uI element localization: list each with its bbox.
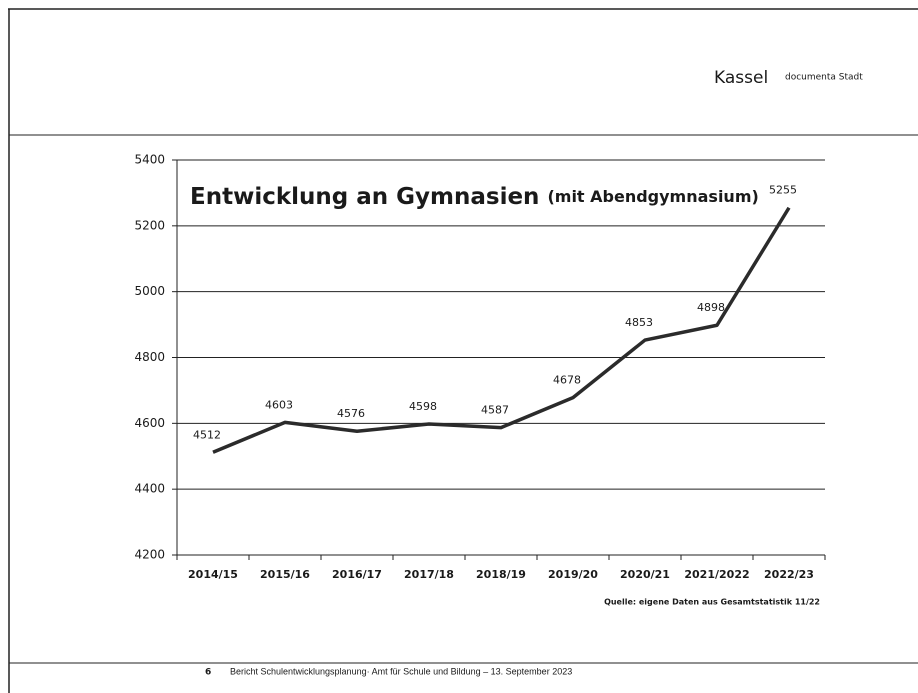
x-tick-label: 2019/20	[548, 568, 598, 581]
footer-text: Bericht Schulentwicklungsplanung· Amt fü…	[230, 666, 572, 676]
footer-page: 6	[205, 668, 211, 678]
chart-title-main: Entwicklung an Gymnasien	[190, 184, 539, 210]
chart-title: Entwicklung an Gymnasien (mit Abendgymna…	[190, 184, 759, 210]
y-tick-label: 4600	[134, 416, 165, 430]
data-label: 4512	[193, 428, 221, 441]
x-tick-label: 2018/19	[476, 568, 526, 581]
data-label: 4678	[553, 374, 581, 387]
chart-subtitle: (mit Abendgymnasium)	[547, 187, 758, 206]
x-tick-label: 2017/18	[404, 568, 454, 581]
data-label: 4853	[625, 316, 653, 329]
y-tick-label: 4400	[134, 482, 165, 496]
x-tick-label: 2021/2022	[684, 568, 749, 581]
header-tagline: documenta Stadt	[785, 73, 863, 83]
x-tick-label: 2016/17	[332, 568, 382, 581]
x-tick-label: 2015/16	[260, 568, 310, 581]
data-line	[212, 206, 791, 454]
x-tick-label: 2022/23	[764, 568, 814, 581]
data-label: 4598	[409, 400, 437, 413]
data-label: 5255	[769, 184, 797, 197]
data-label: 4898	[697, 301, 725, 314]
x-tick-label: 2014/15	[188, 568, 238, 581]
source-note: Quelle: eigene Daten aus Gesamtstatistik…	[604, 598, 820, 607]
data-label: 4576	[337, 407, 365, 420]
y-tick-label: 4800	[134, 350, 165, 364]
y-tick-label: 5400	[134, 153, 165, 167]
data-label: 4587	[481, 404, 509, 417]
y-tick-label: 5200	[134, 218, 165, 232]
y-tick-label: 5000	[134, 284, 165, 298]
x-tick-label: 2020/21	[620, 568, 670, 581]
y-tick-label: 4200	[134, 548, 165, 562]
header-brand: Kassel	[714, 68, 768, 88]
data-label: 4603	[265, 398, 293, 411]
